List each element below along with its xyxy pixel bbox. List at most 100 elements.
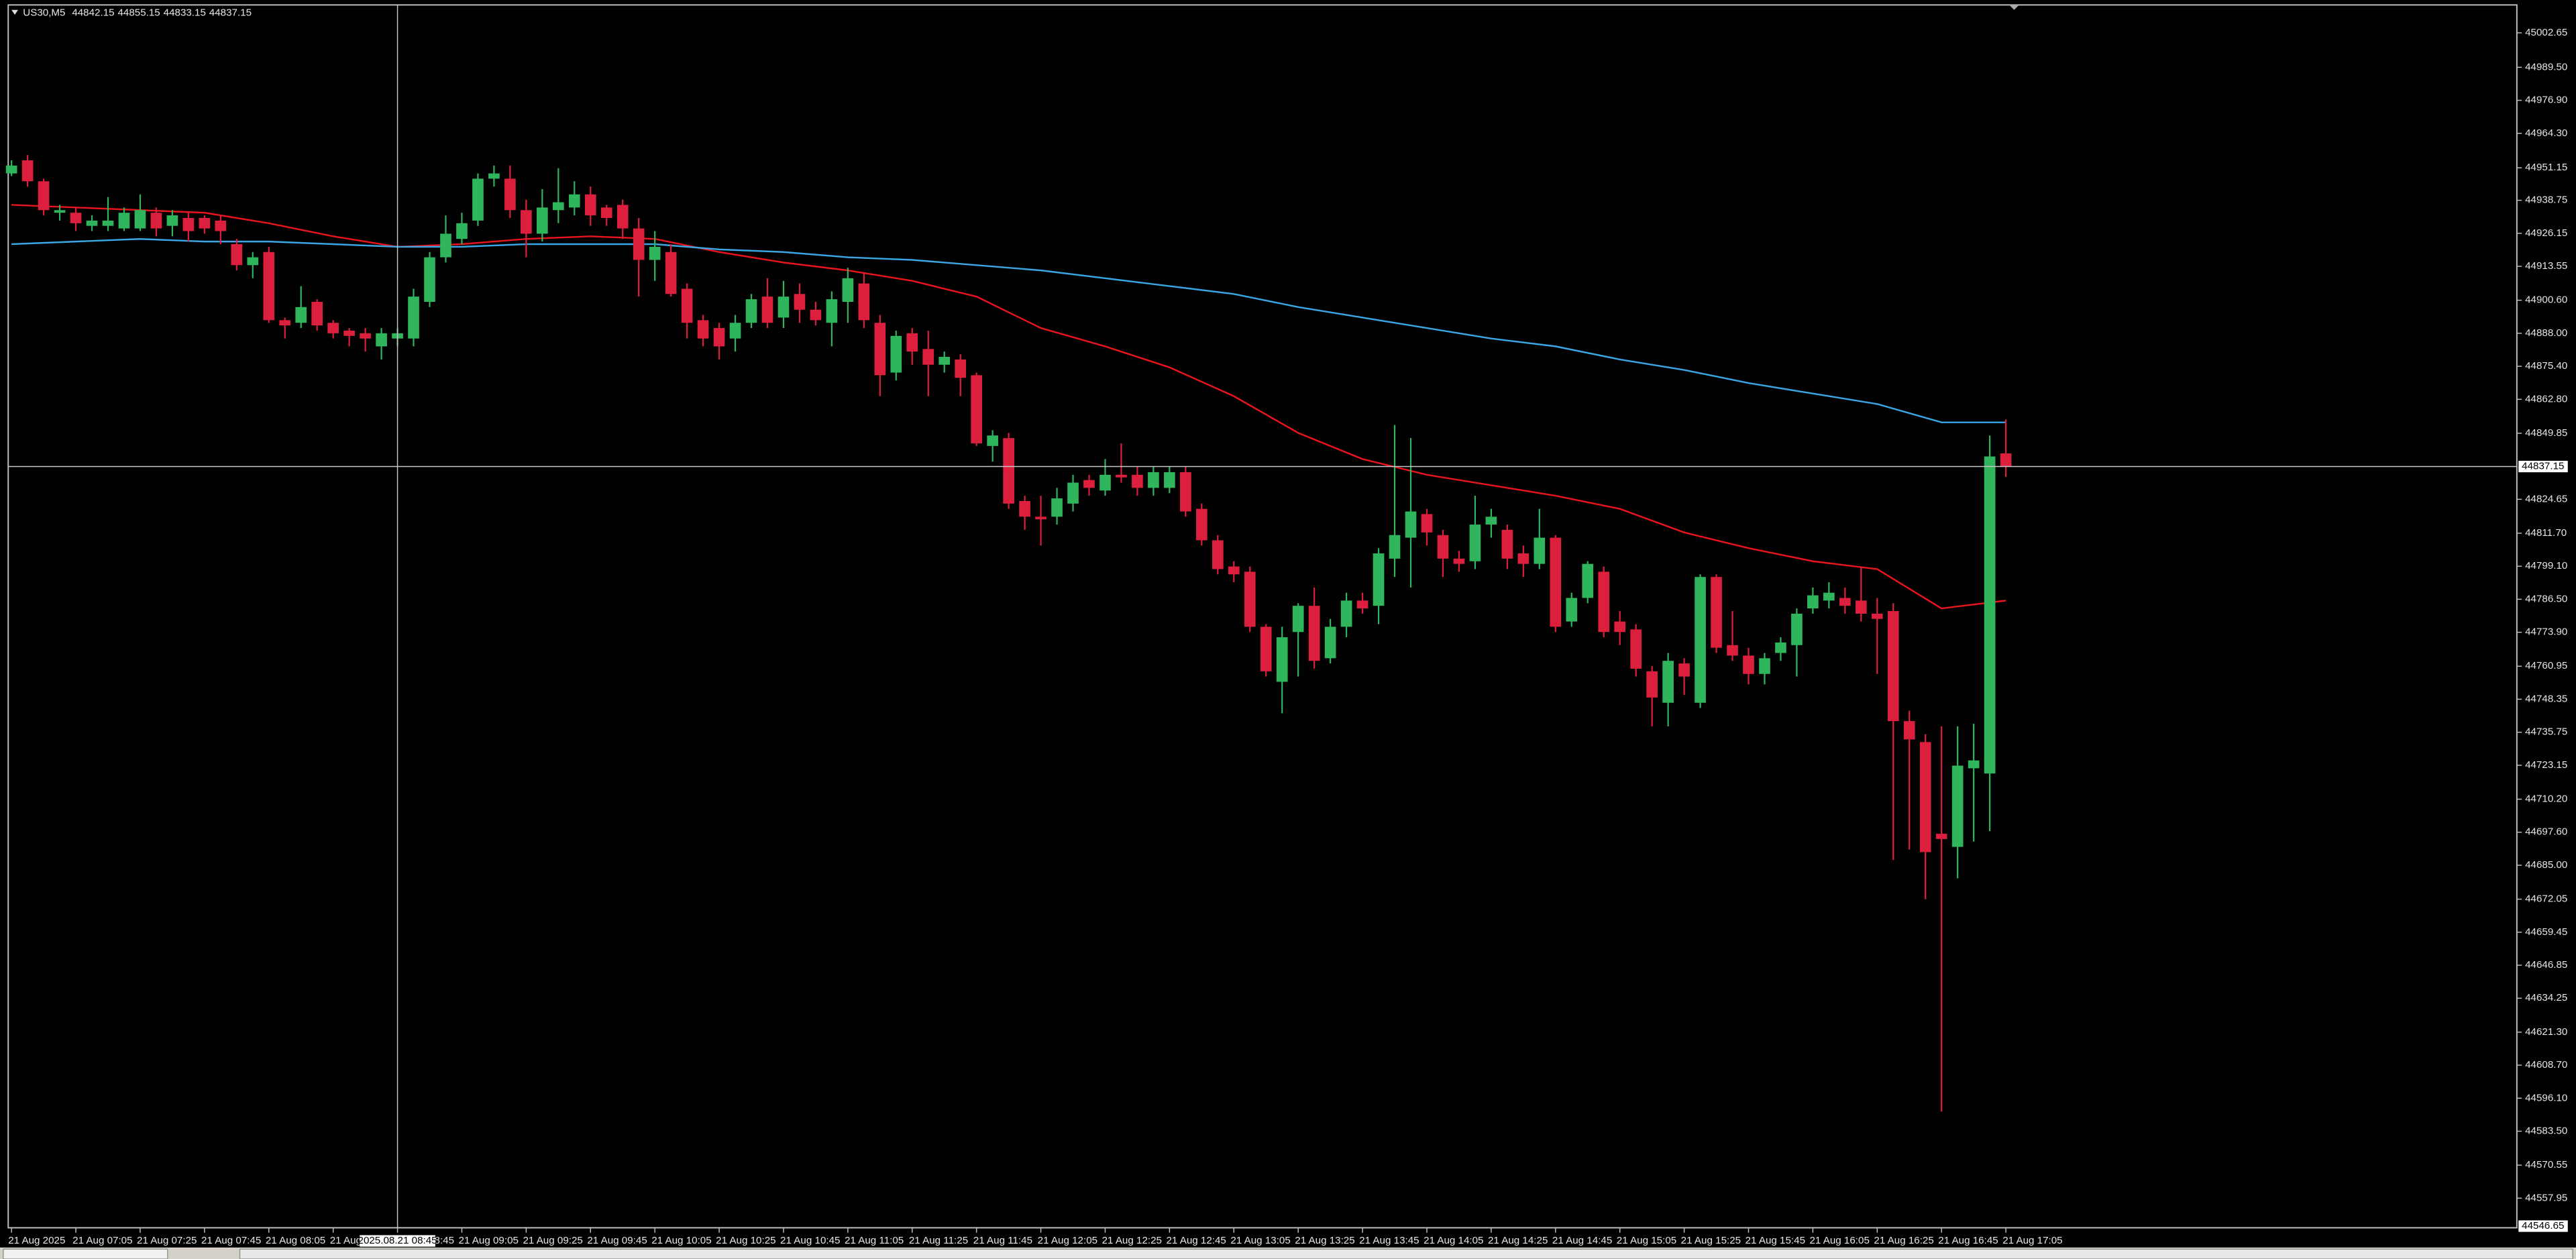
candle-body [600,207,612,218]
menu-triangle[interactable] [11,9,18,15]
candle-body [86,220,98,226]
candle-body [1871,613,1883,619]
candle-body [1276,637,1288,682]
crosshair-time-box [360,1235,435,1247]
candle-body [713,328,725,347]
candle-body [1244,571,1256,627]
shift-marker[interactable] [2009,5,2019,10]
y-tick-label: 44799.10 [2525,560,2567,571]
candle-body [1373,553,1385,606]
x-tick-label: 21 Aug 09:25 [523,1235,582,1246]
candle-body [1791,613,1803,645]
scrollbar[interactable] [239,1248,2573,1259]
y-tick-label: 44748.35 [2525,693,2567,704]
candle-body [906,333,918,352]
candle-body [616,205,629,229]
x-tick-label: 21 Aug 13:05 [1230,1235,1290,1246]
x-tick-label: 21 Aug 15:25 [1681,1235,1741,1246]
candle-body [1292,606,1304,633]
candle-body [166,215,178,226]
candle-body [70,213,82,223]
candle-body [858,283,870,321]
x-tick-label: 21 Aug 16:05 [1810,1235,1870,1246]
y-tick-label: 44849.85 [2525,427,2567,439]
candle-body [1968,760,1980,769]
candle-body [376,333,387,347]
candle-body [424,257,435,302]
y-tick-label: 44824.65 [2525,493,2567,504]
candle-body [1711,577,1722,648]
x-tick-label: 21 Aug 11:45 [973,1235,1032,1246]
candle-body [1389,535,1401,559]
candle-body [1839,598,1851,606]
candle-body [1180,472,1191,512]
x-tick-label: 21 Aug 14:25 [1488,1235,1548,1246]
candle-body [38,181,50,211]
candle-body [890,335,902,373]
x-tick-label: 21 Aug 07:25 [137,1235,197,1246]
x-tick-label: 21 Aug 16:25 [1874,1235,1933,1246]
candle-body [295,307,307,323]
candle-body [794,294,806,310]
candle-body [1727,645,1738,656]
candle-body [456,223,468,239]
candle-body [842,278,854,302]
y-tick-label: 44723.15 [2525,759,2567,771]
candle-body [1260,626,1272,671]
candle-body [697,320,709,339]
x-tick-label: 21 Aug 17:05 [2002,1235,2062,1246]
candle-body [745,299,757,323]
candle-body [247,257,259,266]
candle-body [343,330,355,336]
candle-body [2000,453,2012,467]
header-close: 44837.15 [209,7,252,19]
candle-body [568,194,580,208]
x-tick-label: 21 Aug 12:25 [1102,1235,1162,1246]
candle-body [665,252,677,294]
y-tick-label: 44900.60 [2525,294,2567,306]
axis-min-label: 44546.65 [2522,1220,2564,1231]
candle-body [1132,474,1143,488]
candle-body [874,323,886,376]
x-tick-label: 21 Aug 07:05 [72,1235,132,1246]
candle-body [1646,671,1658,698]
candle-body [1695,577,1706,703]
candle-body [1308,606,1320,661]
x-tick-label: 21 Aug 12:05 [1038,1235,1097,1246]
candle-body [311,301,323,326]
header-open: 44842.15 [72,7,114,19]
candle-body [231,244,243,266]
y-tick-label: 44672.05 [2525,893,2567,905]
header-low: 44833.15 [164,7,206,19]
candle-body [633,228,645,260]
y-tick-label: 44773.90 [2525,626,2567,638]
x-tick-label: 21 Aug 10:45 [780,1235,840,1246]
y-tick-label: 44811.70 [2525,527,2567,539]
candle-body [1598,571,1610,633]
candle-body [1775,642,1786,653]
candle-body [1807,595,1819,609]
x-tick-label: 21 Aug 11:25 [909,1235,968,1246]
candle-body [1614,621,1626,633]
x-tick-label: 21 Aug 09:05 [459,1235,519,1246]
candle-body [1534,537,1546,564]
candle-body [263,252,275,321]
x-tick-label: 21 Aug 16:45 [1938,1235,1998,1246]
candle-body [810,309,822,321]
candle-body [1919,742,1931,853]
candle-body [1485,516,1497,525]
candle-body [488,173,500,179]
candle-body [150,213,162,229]
candle-body [1356,600,1368,609]
symbol: US30,M5 [23,7,65,19]
candle-body [922,349,934,365]
tab[interactable] [3,1248,168,1259]
candle-body [1083,480,1095,488]
y-tick-label: 44608.70 [2525,1059,2567,1071]
candle-body [1228,566,1240,575]
y-tick-label: 44888.00 [2525,327,2567,339]
x-tick-label: 21 Aug 15:45 [1746,1235,1805,1246]
x-tick-label: 21 Aug 10:25 [716,1235,775,1246]
x-tick-label: 21 Aug 08:05 [266,1235,325,1246]
